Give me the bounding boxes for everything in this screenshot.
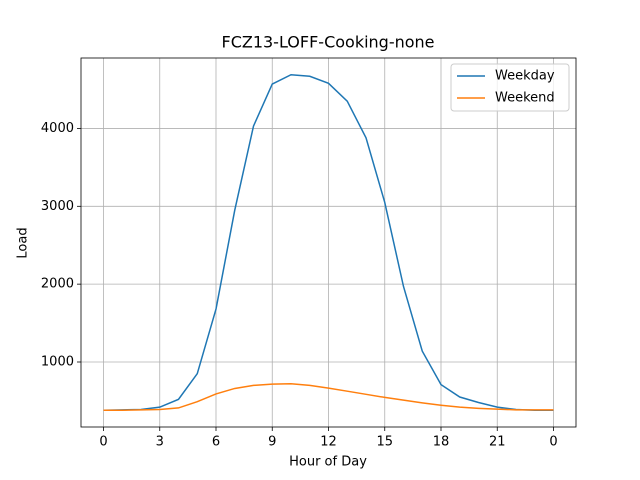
x-tick-label: 9 xyxy=(268,435,276,450)
y-tick-label: 2000 xyxy=(41,277,74,292)
x-tick-label: 18 xyxy=(433,435,450,450)
data-line xyxy=(103,383,554,412)
x-tick-label: 6 xyxy=(212,435,220,450)
data-line xyxy=(103,73,554,412)
x-tick-label: 12 xyxy=(320,435,337,450)
x-tick-label: 15 xyxy=(376,435,393,450)
y-tick-label: 4000 xyxy=(41,121,74,136)
plot-frame xyxy=(80,57,577,428)
legend-label: Weekday xyxy=(495,69,555,84)
x-tick-label: 0 xyxy=(549,435,557,450)
y-tick-label: 3000 xyxy=(41,199,74,214)
x-tick-label: 21 xyxy=(489,435,506,450)
x-axis-label: Hour of Day xyxy=(289,455,367,470)
legend-label: Weekend xyxy=(495,91,555,106)
chart-title: FCZ13-LOFF-Cooking-none xyxy=(221,33,434,52)
x-tick-label: 3 xyxy=(156,435,164,450)
y-axis-label: Load xyxy=(16,227,31,258)
y-tick-label: 1000 xyxy=(41,354,74,369)
legend: Weekday Weekend xyxy=(450,63,570,112)
x-tick-label: 0 xyxy=(99,435,107,450)
